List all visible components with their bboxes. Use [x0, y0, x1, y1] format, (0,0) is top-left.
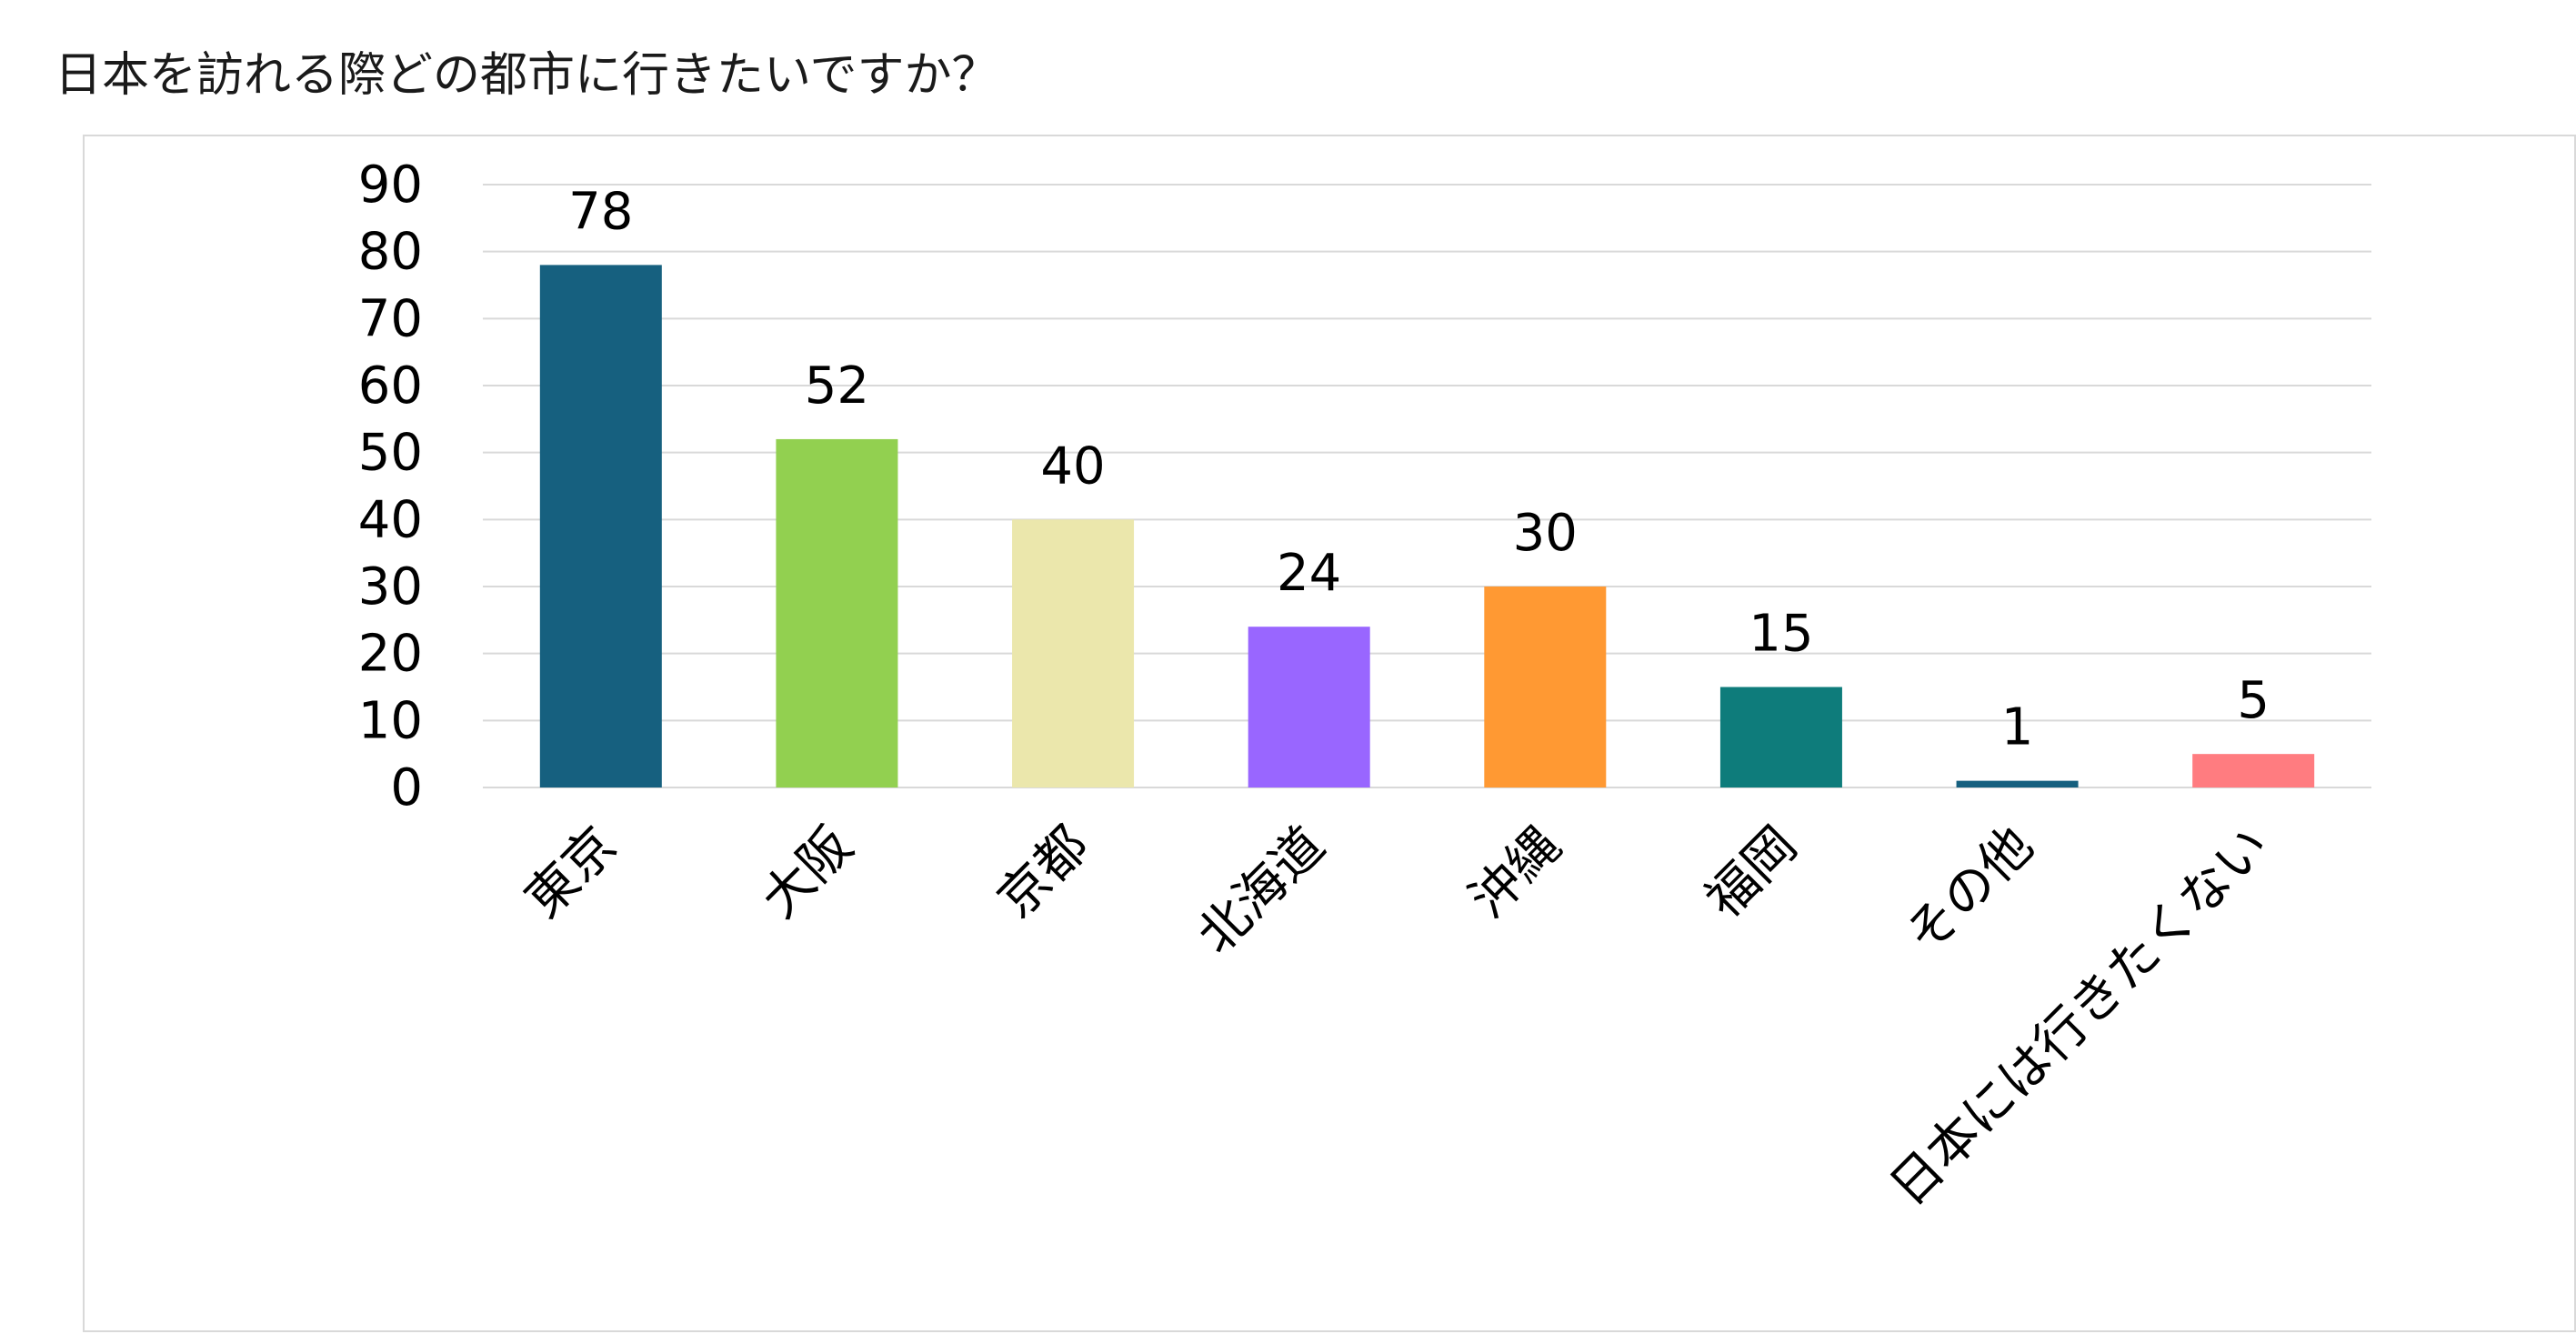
- y-tick-label: 0: [390, 758, 423, 817]
- y-tick-label: 40: [358, 490, 423, 549]
- data-label: 15: [1749, 605, 1813, 664]
- chart-frame: 0 10 20 30 40 50 60 70 80 90 78 52 40 24 30 15 1 5 東京 大阪京…: [83, 135, 2576, 1332]
- category-label: 京都: [987, 816, 1100, 929]
- y-tick-label: 10: [358, 691, 423, 750]
- y-tick-label: 20: [358, 625, 423, 684]
- y-axis-ticks: 0 10 20 30 40 50 60 70 80 90: [358, 155, 423, 817]
- category-label: 東京: [515, 816, 628, 929]
- y-tick-label: 30: [358, 557, 423, 617]
- category-label: 日本には行きたくない: [1879, 816, 2280, 1218]
- data-label: 78: [568, 182, 633, 241]
- category-label: 沖縄: [1458, 816, 1572, 929]
- bar: [1719, 687, 1842, 787]
- category-label: その他: [1895, 816, 2045, 966]
- bar: [776, 438, 898, 787]
- data-label: 24: [1277, 544, 1341, 603]
- gridlines: [483, 184, 2371, 788]
- bar: [1012, 519, 1135, 787]
- bars: [539, 265, 2315, 787]
- y-tick-label: 90: [358, 155, 423, 215]
- bar-chart: 0102030405060708090 7852402430151 5 東京 大阪京…: [358, 155, 2371, 1218]
- y-tick-label: 50: [358, 424, 423, 483]
- bar: [2192, 754, 2315, 787]
- category-label: 大阪: [750, 816, 864, 929]
- category-label: 福岡: [1695, 816, 1809, 929]
- data-label: 40: [1040, 436, 1105, 496]
- bar: [1248, 627, 1370, 787]
- y-tick-label: 70: [358, 289, 423, 348]
- data-label: 52: [805, 356, 869, 416]
- y-tick-label: 60: [358, 356, 423, 416]
- y-tick-label: 80: [358, 223, 423, 282]
- category-label: 北海道: [1187, 816, 1337, 966]
- bar: [1484, 587, 1607, 787]
- data-label: 30: [1513, 504, 1578, 563]
- chart-title: 日本を訪れる際どの都市に行きたいですか？: [55, 48, 999, 103]
- data-label: 1: [2001, 698, 2034, 757]
- bar: [539, 265, 662, 787]
- bar: [1956, 780, 2079, 787]
- data-label: 5: [2237, 671, 2270, 730]
